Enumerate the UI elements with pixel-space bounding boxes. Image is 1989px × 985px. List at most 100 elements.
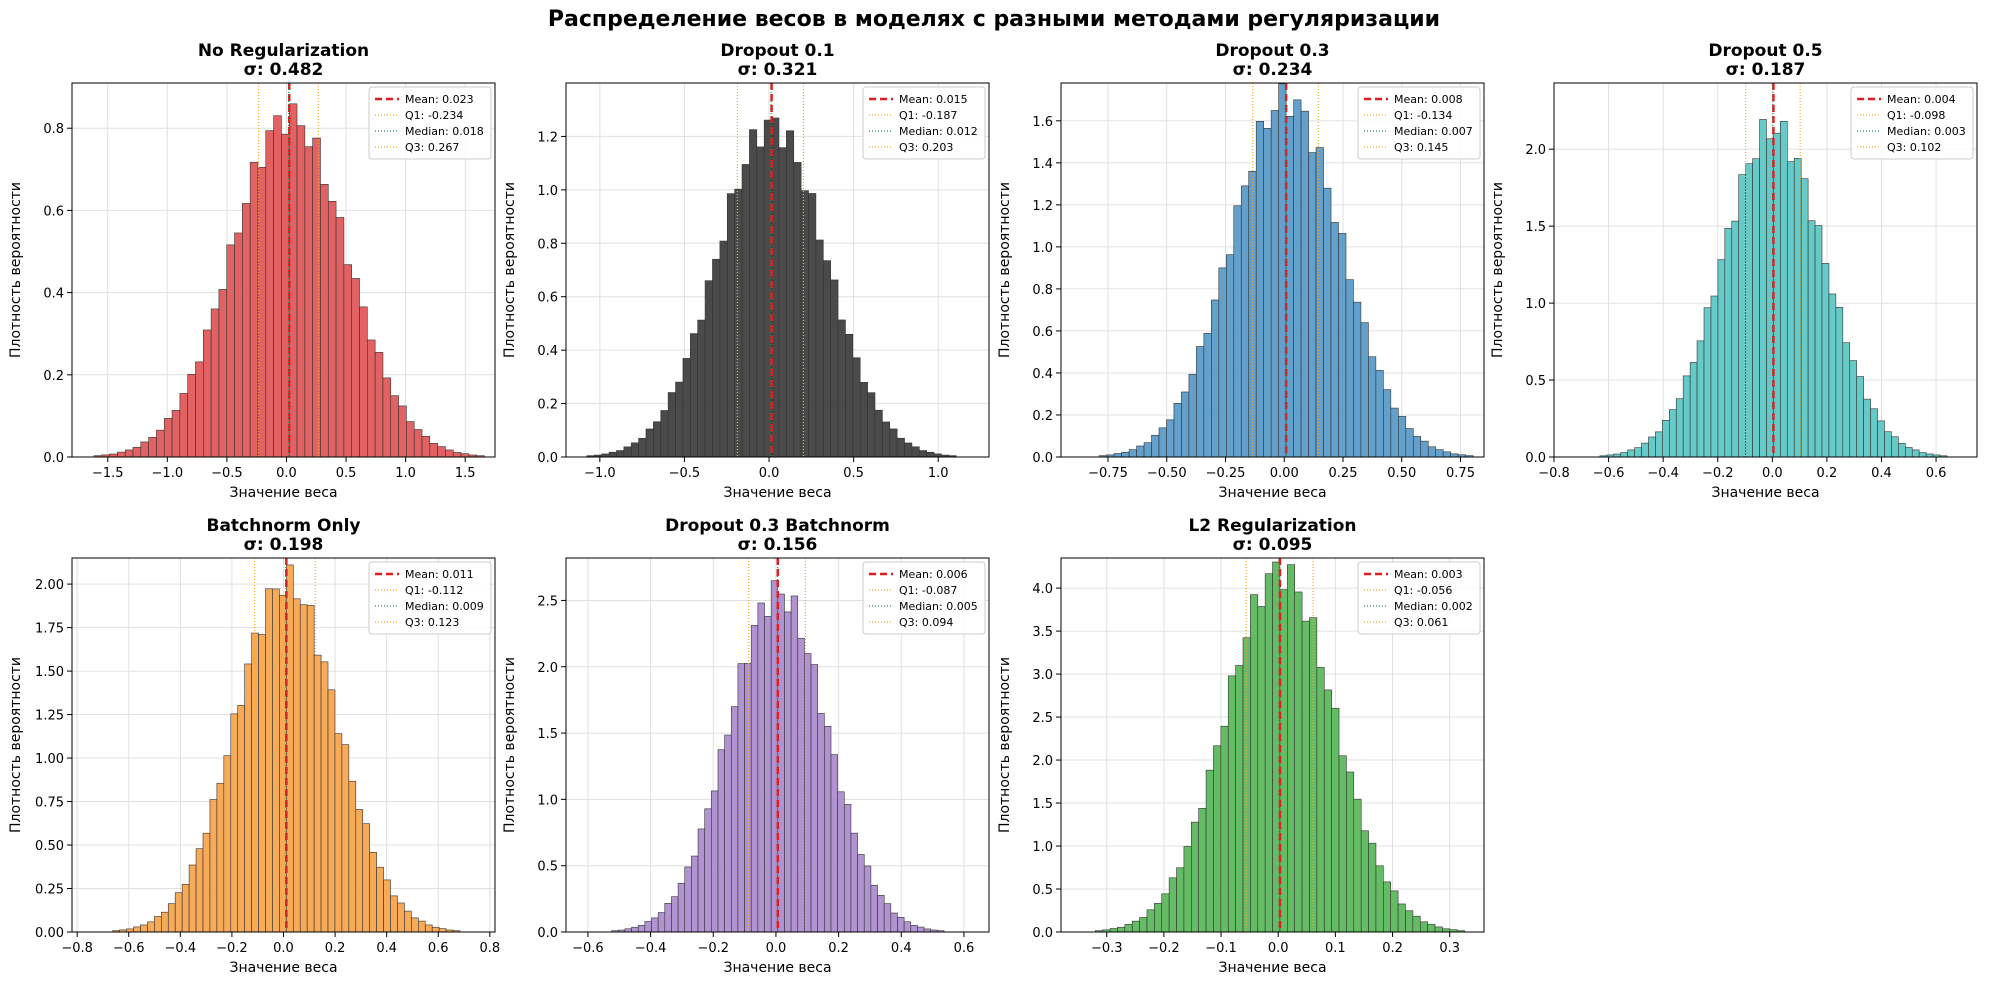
legend-box xyxy=(368,86,492,160)
x-axis-label: Значение веса xyxy=(1218,485,1326,501)
histogram-bar xyxy=(1143,442,1152,457)
histogram-bar xyxy=(355,809,364,932)
histogram-bar xyxy=(124,449,134,457)
histogram-bar xyxy=(437,446,446,457)
histogram-bar xyxy=(1375,865,1384,932)
histogram-bar xyxy=(1634,447,1642,457)
x-tick-label: −0.75 xyxy=(1088,466,1128,481)
y-axis-label: Плотность вероятности xyxy=(1490,182,1506,358)
histogram-bar xyxy=(1759,119,1767,457)
histogram-bar xyxy=(187,374,196,457)
histogram-bar xyxy=(1398,416,1407,457)
histogram-bar xyxy=(712,258,721,457)
histogram-bar xyxy=(1211,299,1220,457)
histogram-bar xyxy=(404,910,412,932)
histogram-bar xyxy=(793,162,802,457)
legend-label: Median: 0.003 xyxy=(1887,125,1966,138)
y-axis-label: Плотность вероятности xyxy=(502,657,518,833)
y-tick-label: 0.0 xyxy=(1032,451,1053,466)
y-axis-label: Плотность вероятности xyxy=(8,657,24,833)
axes-frame xyxy=(1553,82,1978,458)
x-axis-label: Значение веса xyxy=(229,960,337,976)
histogram-bar xyxy=(1315,147,1324,457)
y-axis-label: Плотность вероятности xyxy=(997,657,1013,833)
y-tick-label: 0.6 xyxy=(1032,325,1053,340)
histogram-bar xyxy=(1717,259,1726,457)
histogram-bar xyxy=(1183,846,1192,932)
chart-panel: −1.5 −1.0 −0.5 0.0 0.5 1.0 1.5 0.0 0.2 0.4 0.6 0.8 N… xyxy=(8,41,496,501)
axes-frame xyxy=(565,82,990,458)
histogram-bar xyxy=(1173,403,1182,457)
histogram-bars xyxy=(611,580,945,932)
histogram-bar xyxy=(398,405,407,457)
histogram-bar xyxy=(764,615,772,932)
x-tick-label: −0.5 xyxy=(211,466,243,481)
histogram-bar xyxy=(790,595,799,932)
histogram-bar xyxy=(117,451,126,457)
histogram-bar xyxy=(608,451,617,457)
histogram-bar xyxy=(1856,376,1864,457)
x-tick-label: −1.0 xyxy=(584,466,616,481)
histogram-bar xyxy=(382,377,392,457)
y-tick-label: 0.8 xyxy=(1032,283,1053,298)
histogram-bar xyxy=(348,780,357,932)
x-tick-label: −0.8 xyxy=(61,941,93,956)
x-tick-label: 0.0 xyxy=(1268,941,1289,956)
histogram-bar xyxy=(1233,205,1242,457)
histogram-bar xyxy=(1752,158,1760,457)
histogram-bar xyxy=(919,450,927,457)
histogram-bar xyxy=(1308,152,1317,457)
histogram-bar xyxy=(376,866,384,932)
histogram-bar xyxy=(784,611,792,932)
panel-title: Dropout 0.5 xyxy=(1708,41,1822,61)
histogram-bar xyxy=(1412,915,1421,932)
histogram-bar xyxy=(383,879,391,932)
y-tick-label: 1.0 xyxy=(537,793,558,808)
y-tick-label: 0.5 xyxy=(1032,883,1053,898)
histogram-bar xyxy=(1205,769,1214,932)
histogram-bar xyxy=(327,201,337,457)
x-tick-label: 0.2 xyxy=(828,941,849,956)
y-axis-label: Плотность вероятности xyxy=(502,182,518,358)
y-tick-label: 1.2 xyxy=(537,130,558,145)
y-tick-label: 0.6 xyxy=(537,291,558,306)
histogram-bar xyxy=(1113,453,1122,457)
legend-label: Q1: -0.187 xyxy=(899,109,957,122)
histogram-bar xyxy=(857,854,865,932)
histogram-bar xyxy=(1121,451,1130,457)
histogram-bar xyxy=(1738,174,1746,457)
x-tick-label: −0.3 xyxy=(1091,941,1123,956)
axes-frame xyxy=(71,82,496,458)
x-tick-label: −0.2 xyxy=(1702,466,1734,481)
histogram-bar xyxy=(1191,821,1199,932)
histogram-bar xyxy=(903,921,912,932)
histogram-bar xyxy=(904,442,913,457)
histogram-bar xyxy=(1338,755,1347,932)
histogram-bar xyxy=(351,278,360,457)
y-tick-label: 1.6 xyxy=(1032,115,1053,130)
histogram-bar xyxy=(664,903,672,932)
y-tick-label: 0.0 xyxy=(537,926,558,941)
histogram-bar xyxy=(1786,161,1795,457)
histogram-bar xyxy=(1405,910,1414,932)
histogram-bar xyxy=(750,625,759,932)
histogram-bar xyxy=(1346,771,1355,932)
histogram-bar xyxy=(1780,120,1788,457)
y-tick-label: 1.5 xyxy=(1525,220,1546,235)
x-axis-label: Значение веса xyxy=(1711,485,1819,501)
histogram-bar xyxy=(677,882,686,932)
histogram-bar xyxy=(320,661,329,932)
histogram-bar xyxy=(1198,807,1207,932)
histogram-bar xyxy=(1807,220,1816,457)
histogram-bar xyxy=(258,634,266,932)
histogram-bars xyxy=(1094,561,1465,932)
histogram-bar xyxy=(174,892,183,932)
y-tick-label: 0.50 xyxy=(35,839,64,854)
histogram-bar xyxy=(883,903,892,932)
legend-box xyxy=(1850,86,1974,160)
histogram-bar xyxy=(1331,707,1340,932)
histogram-bar xyxy=(877,894,885,932)
y-tick-label: 0.4 xyxy=(537,344,558,359)
histogram-bar xyxy=(1821,263,1830,457)
y-tick-label: 2.5 xyxy=(537,594,558,609)
